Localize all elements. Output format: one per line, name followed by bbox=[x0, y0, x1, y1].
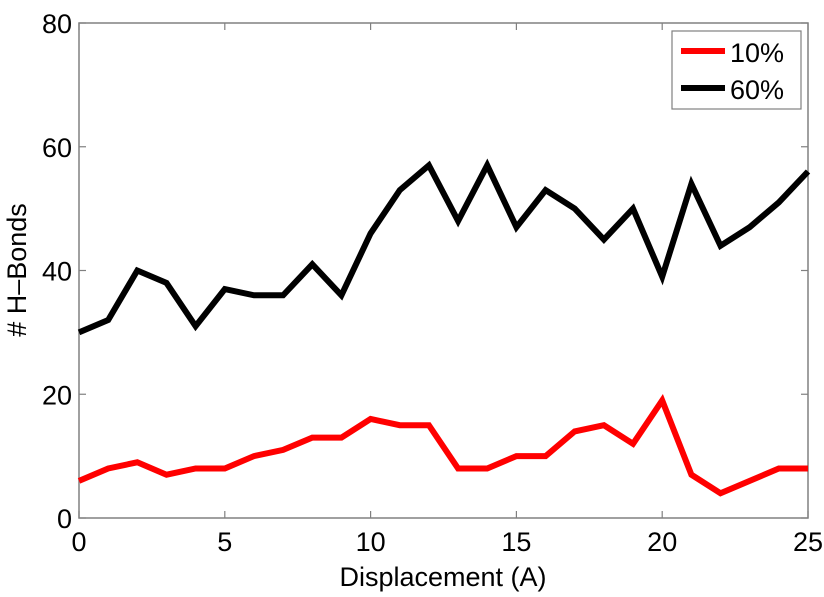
y-tick-label: 0 bbox=[57, 504, 72, 534]
y-tick-label: 80 bbox=[42, 9, 72, 39]
series-line-60pct bbox=[77, 158, 811, 336]
series-line-10pct bbox=[77, 393, 808, 497]
y-tick-labels: 0 20 40 60 80 bbox=[42, 9, 72, 534]
legend-box bbox=[671, 30, 802, 110]
y-tick-label: 40 bbox=[42, 257, 72, 287]
x-tick-label: 0 bbox=[71, 527, 86, 557]
x-axis-title: Displacement (A) bbox=[339, 562, 546, 592]
x-tick-label: 10 bbox=[356, 527, 386, 557]
x-tick-label: 20 bbox=[647, 527, 677, 557]
series-lines bbox=[77, 158, 811, 497]
y-axis-title: # H–Bonds bbox=[2, 203, 32, 337]
legend-label-60pct: 60% bbox=[730, 75, 784, 105]
legend: 10% 60% bbox=[671, 30, 802, 110]
x-tick-labels: 0 5 10 15 20 25 bbox=[71, 527, 823, 557]
x-tick-label: 15 bbox=[501, 527, 531, 557]
x-tick-label: 5 bbox=[217, 527, 232, 557]
y-tick-label: 20 bbox=[42, 380, 72, 410]
x-tick-label: 25 bbox=[793, 527, 823, 557]
y-tick-label: 60 bbox=[42, 133, 72, 163]
axis-ticks bbox=[78, 22, 809, 519]
legend-label-10pct: 10% bbox=[730, 38, 784, 68]
